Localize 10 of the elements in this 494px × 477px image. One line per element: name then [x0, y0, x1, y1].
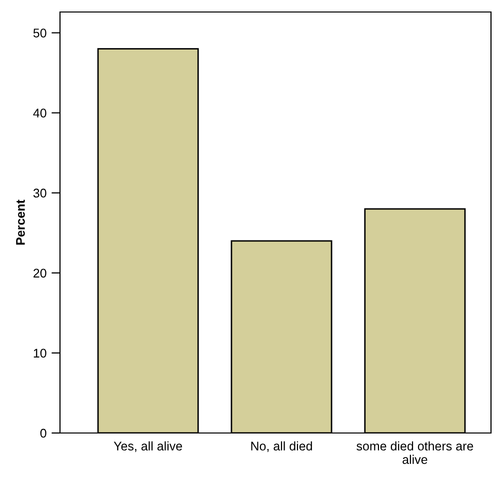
x-tick-label: some died others are alive	[356, 441, 474, 464]
y-tick-label: 30	[33, 188, 46, 198]
y-tick-label: 50	[33, 28, 46, 38]
y-tick-label: 20	[34, 268, 46, 278]
y-tick-label: 0	[40, 428, 46, 438]
x-tick-label: Yes, all alive	[114, 441, 182, 452]
y-axis-title: Percent	[16, 200, 25, 245]
y-tick-label: 10	[34, 348, 46, 358]
x-tick-label: No, all died	[251, 441, 312, 452]
y-tick-label: 40	[33, 108, 46, 118]
